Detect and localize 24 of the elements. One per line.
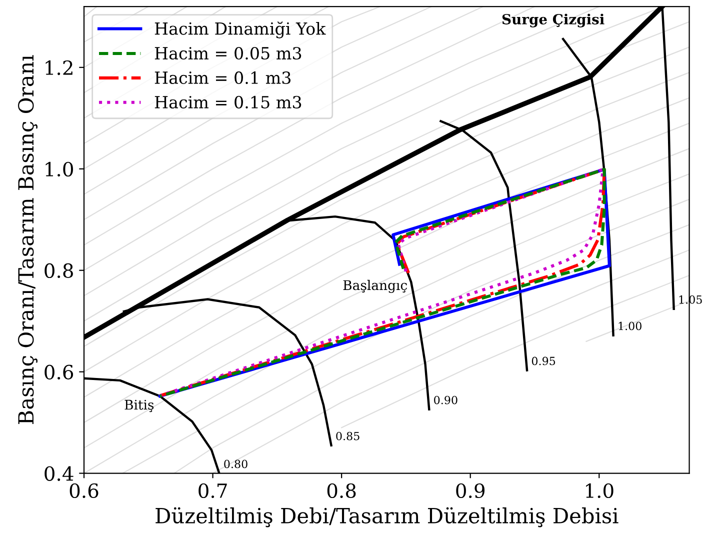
- x-tick-label: 0.9: [456, 483, 485, 498]
- annotation: Surge Çizgisi: [502, 14, 604, 28]
- series-label: 0.95: [532, 356, 556, 366]
- x-axis-title: Düzeltilmiş Debi/Tasarım Düzeltilmiş Debisi: [156, 507, 618, 528]
- legend-label: Hacim = 0.1 m3: [154, 71, 290, 84]
- y-tick-label: 0.8: [44, 263, 73, 278]
- series-label: 0.85: [336, 432, 360, 440]
- y-tick-label: 0.6: [44, 364, 74, 380]
- legend-label: Hacim Dinamiği Yok: [154, 22, 326, 38]
- legend-label: Hacim = 0.05 m3: [154, 46, 302, 60]
- y-tick-label: 1.2: [46, 60, 72, 76]
- y-axis-title: Basınç Oranı/Tasarım Basınç Oranı: [18, 55, 38, 424]
- annotation: Bitiş: [124, 400, 154, 412]
- y-tick-label: 1.0: [46, 162, 73, 177]
- y-tick-label: 0.4: [44, 466, 74, 481]
- legend-label: Hacim = 0.15 m3: [154, 96, 302, 108]
- x-tick-label: 1.0: [586, 483, 614, 498]
- series-label: 0.80: [224, 460, 248, 468]
- series-label: 0.90: [434, 396, 458, 404]
- x-tick-label: 0.8: [327, 483, 356, 498]
- series-label: 1.00: [618, 322, 642, 330]
- x-tick-label: 0.7: [198, 483, 227, 498]
- x-tick-label: 0.6: [70, 483, 98, 498]
- annotation: Başlangıç: [343, 280, 407, 293]
